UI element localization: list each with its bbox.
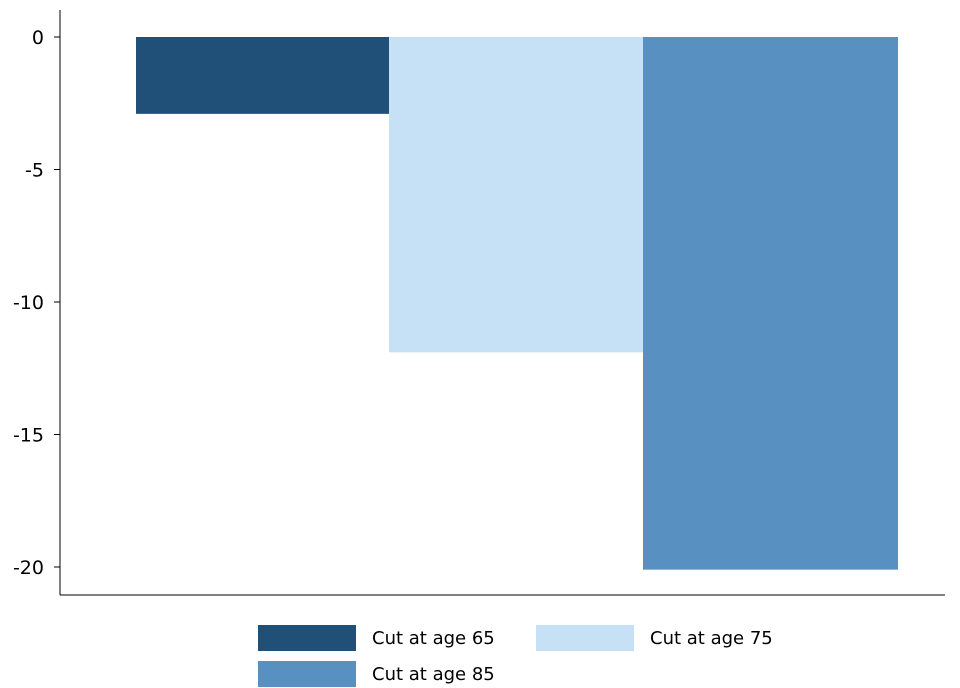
- y-tick-label: -5: [25, 160, 44, 182]
- legend-label-65: Cut at age 65: [372, 627, 495, 649]
- bar-cut-at-age-75: [389, 37, 643, 353]
- legend-swatch-85: [258, 661, 356, 687]
- y-tick-label: -15: [13, 425, 44, 447]
- legend-swatch-75: [536, 625, 634, 651]
- legend-item-65: Cut at age 65: [258, 624, 495, 652]
- legend-item-85: Cut at age 85: [258, 660, 495, 688]
- legend-label-85: Cut at age 85: [372, 663, 495, 685]
- y-tick-label: 0: [32, 27, 44, 49]
- bar-cut-at-age-85: [643, 37, 898, 570]
- legend-swatch-65: [258, 625, 356, 651]
- y-tick-label: -20: [13, 557, 44, 579]
- bar-chart: 0 -5 -10 -15 -20: [13, 10, 945, 596]
- y-tick-label: -10: [13, 292, 44, 314]
- legend-label-75: Cut at age 75: [650, 627, 773, 649]
- y-axis: 0 -5 -10 -15 -20: [13, 10, 61, 595]
- legend: Cut at age 65 Cut at age 75 Cut at age 8…: [258, 624, 818, 688]
- legend-item-75: Cut at age 75: [536, 624, 773, 652]
- bars-group: [136, 37, 898, 570]
- bar-cut-at-age-65: [136, 37, 389, 114]
